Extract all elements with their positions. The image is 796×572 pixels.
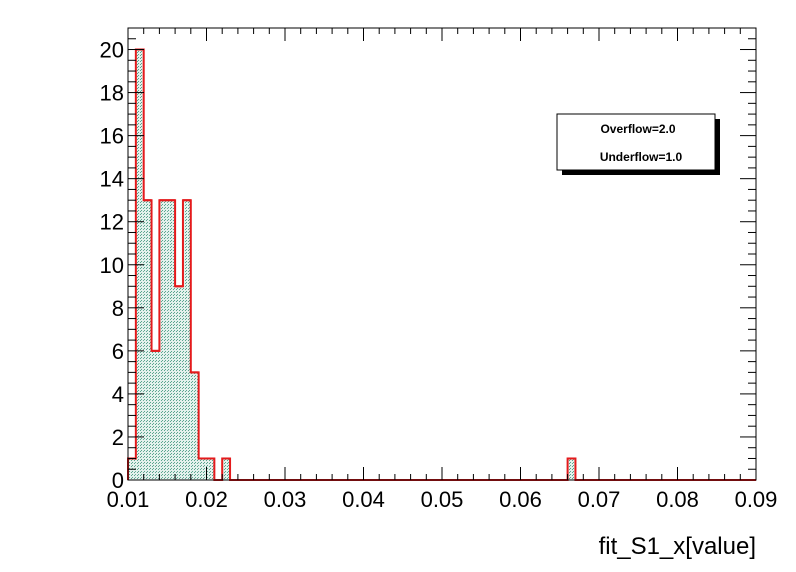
histogram-bin-fill-10 <box>206 458 215 480</box>
histogram-bin-fill-12 <box>567 458 576 480</box>
histogram-bin-fill-11 <box>222 458 231 480</box>
histogram-bin-fill-4 <box>159 200 168 480</box>
x-tick-label: 0.08 <box>656 487 699 512</box>
legend-underflow-text: Underflow=1.0 <box>600 150 683 164</box>
x-tick-label: 0.04 <box>342 487 385 512</box>
x-tick-label: 0.07 <box>578 487 621 512</box>
y-tick-label: 12 <box>100 210 124 235</box>
y-tick-label: 16 <box>100 124 124 149</box>
y-tick-label: 14 <box>100 167 124 192</box>
y-tick-label: 10 <box>100 253 124 278</box>
histogram-bin-fill-2 <box>143 200 152 480</box>
y-tick-label: 8 <box>112 296 124 321</box>
y-tick-label: 20 <box>100 38 124 63</box>
histogram-bin-fill-6 <box>175 286 183 480</box>
x-tick-label: 0.02 <box>185 487 228 512</box>
x-axis-title: fit_S1_x[value] <box>599 533 756 560</box>
y-tick-label: 2 <box>112 425 124 450</box>
histogram-bin-fill-8 <box>190 372 199 480</box>
legend-box: Overflow=2.0 Underflow=1.0 <box>556 113 720 175</box>
y-tick-label: 0 <box>112 468 124 493</box>
histogram-fill <box>128 49 576 481</box>
histogram-bin-fill-3 <box>151 350 160 480</box>
x-axis: 0.01 0.02 0.03 0.04 0.05 0.06 0.07 0.08 0.09 <box>107 28 778 512</box>
histogram-bin-fill-9 <box>198 458 207 480</box>
x-tick-label: 0.03 <box>264 487 307 512</box>
histogram-bin-fill-5 <box>167 200 176 480</box>
legend-overflow-text: Overflow=2.0 <box>600 122 675 136</box>
x-tick-label: 0.09 <box>735 487 778 512</box>
y-tick-label: 4 <box>112 382 124 407</box>
x-tick-label: 0.01 <box>107 487 150 512</box>
y-tick-label: 6 <box>112 339 124 364</box>
plot-frame <box>127 27 757 481</box>
y-axis: 0 2 4 6 8 10 12 14 16 18 20 <box>100 27 756 493</box>
legend-frame <box>556 113 716 171</box>
x-tick-label: 0.06 <box>499 487 542 512</box>
y-tick-label: 18 <box>100 81 124 106</box>
histogram-bin-fill-7 <box>182 200 191 480</box>
x-tick-label: 0.05 <box>421 487 464 512</box>
